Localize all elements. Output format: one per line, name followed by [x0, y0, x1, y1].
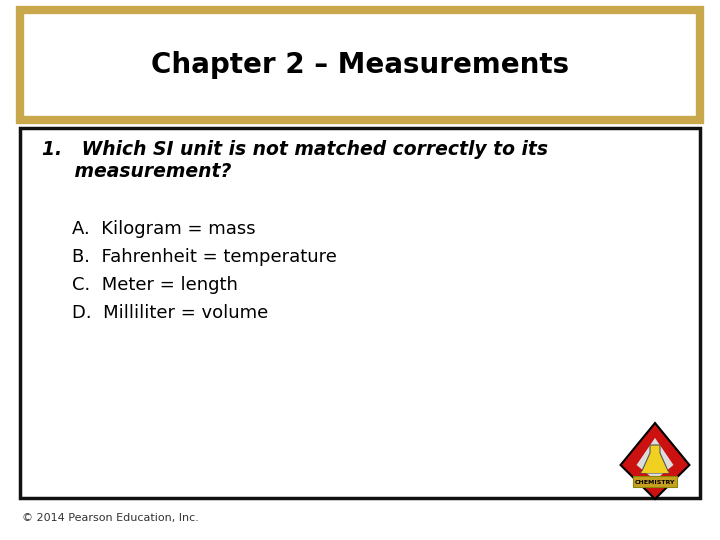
Text: © 2014 Pearson Education, Inc.: © 2014 Pearson Education, Inc.: [22, 513, 199, 523]
Text: B.  Fahrenheit = temperature: B. Fahrenheit = temperature: [72, 248, 337, 266]
Text: A.  Kilogram = mass: A. Kilogram = mass: [72, 220, 256, 238]
Text: C.  Meter = length: C. Meter = length: [72, 276, 238, 294]
Text: measurement?: measurement?: [42, 162, 231, 181]
FancyBboxPatch shape: [633, 476, 677, 487]
Polygon shape: [641, 463, 669, 473]
Text: 1.   Which SI unit is not matched correctly to its: 1. Which SI unit is not matched correctl…: [42, 140, 548, 159]
Text: D.  Milliliter = volume: D. Milliliter = volume: [72, 304, 269, 322]
Polygon shape: [641, 445, 669, 473]
Polygon shape: [636, 438, 673, 480]
Text: Chapter 2 – Measurements: Chapter 2 – Measurements: [151, 51, 569, 79]
FancyBboxPatch shape: [20, 128, 700, 498]
Polygon shape: [621, 423, 690, 499]
FancyBboxPatch shape: [20, 10, 700, 120]
Text: CHEMISTRY: CHEMISTRY: [635, 480, 675, 484]
